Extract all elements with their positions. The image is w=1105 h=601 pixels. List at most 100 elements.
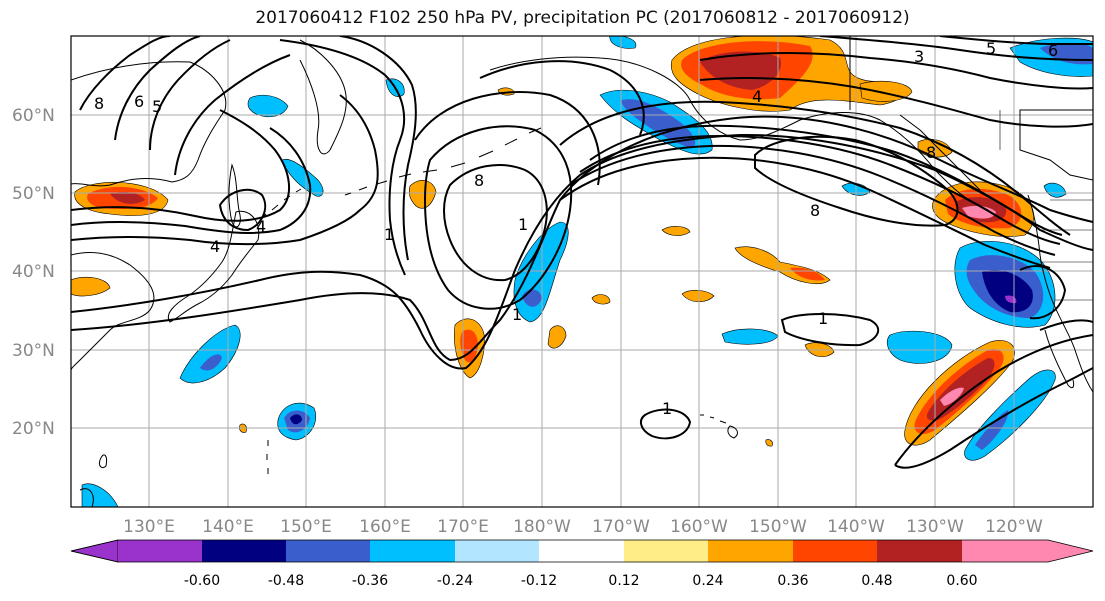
- pv-contour: [699, 52, 1093, 90]
- colorbar-label: -0.60: [184, 573, 220, 589]
- contour-label: 5: [152, 97, 162, 116]
- lat-label: 60°N: [12, 106, 55, 126]
- lon-label: 170°E: [437, 517, 489, 537]
- precip-negative-area: [247, 94, 289, 118]
- contour-label: 1: [662, 399, 672, 418]
- pv-contour: [339, 36, 417, 261]
- pv-contour: [1019, 265, 1067, 320]
- contour-label: 4: [256, 217, 266, 236]
- precip-positive-area: [71, 276, 111, 297]
- precip-negative-area: [179, 324, 241, 384]
- precip-positive-area: [460, 329, 478, 363]
- colorbar-segment: [624, 540, 708, 562]
- contour-label: 5: [986, 39, 996, 58]
- pv-contour: [699, 77, 1093, 128]
- contour-label: 1: [384, 225, 394, 244]
- colorbar-segment: [877, 540, 962, 562]
- contour-label: 4: [752, 87, 762, 106]
- colorbar-min-arrow: [70, 539, 119, 563]
- precip-positive-area: [547, 325, 567, 349]
- lon-label: 130°E: [123, 517, 175, 537]
- coastline-taiwan: [99, 454, 107, 469]
- lon-label: 140°W: [827, 517, 885, 537]
- precip-positive-area: [962, 205, 996, 219]
- precip-positive-area: [765, 439, 773, 447]
- coastline-aleutian-islands: [344, 127, 542, 196]
- contour-label: 8: [474, 171, 484, 190]
- coastline-marianas: [266, 440, 269, 474]
- pv-contour: [71, 127, 312, 234]
- pv-contour: [780, 313, 880, 347]
- colorbar-segment: [286, 540, 370, 562]
- lon-label: 120°W: [985, 517, 1043, 537]
- lat-label: 30°N: [12, 341, 55, 361]
- pv-contour: [939, 36, 1093, 45]
- pv-contour: [174, 54, 291, 176]
- precip-positive-area: [110, 192, 145, 204]
- lat-label: 40°N: [12, 262, 55, 282]
- pv-contour: [559, 156, 1051, 269]
- precip-negative-area: [609, 36, 637, 49]
- colorbar-segment: [202, 540, 286, 562]
- colorbar-segment: [455, 540, 539, 562]
- coastline-philippines: [79, 488, 94, 507]
- colorbar: -0.60 -0.48 -0.36 -0.24 -0.12 0.12 0.24 …: [70, 539, 1094, 589]
- pv-contour: [569, 144, 1056, 256]
- coastline-baja-california: [1044, 329, 1075, 389]
- colorbar-label: 0.12: [608, 573, 639, 589]
- pv-contour: [423, 125, 573, 310]
- borders: [999, 110, 1093, 301]
- pv-contour: [114, 36, 201, 141]
- colorbar-max-arrow: [962, 540, 1093, 562]
- pv-contour: [71, 115, 1093, 362]
- coastline-asia: [71, 61, 227, 187]
- precip-negative-area: [887, 330, 953, 364]
- pv-contour: [71, 133, 1093, 370]
- colorbar-segment: [708, 540, 793, 562]
- contour-label: 6: [134, 92, 144, 111]
- precip-positive-area: [661, 226, 691, 236]
- contour-label: 8: [94, 94, 104, 113]
- pv-contour: [639, 408, 692, 440]
- precip-negative-area: [200, 354, 222, 371]
- contour-label: 1: [518, 215, 528, 234]
- colorbar-label: -0.12: [521, 573, 557, 589]
- colorbar-outline: [70, 539, 1094, 563]
- pv-contour: [443, 164, 548, 282]
- precip-positive-area: [681, 290, 715, 303]
- pv-contour: [414, 91, 601, 186]
- contour-label: 8: [810, 201, 820, 220]
- colorbar-labels: -0.60 -0.48 -0.36 -0.24 -0.12 0.12 0.24 …: [184, 573, 978, 589]
- pv-contour: [559, 100, 1071, 236]
- pv-contour: [754, 135, 959, 227]
- lon-label: 180°W: [513, 517, 571, 537]
- contour-label: 3: [914, 47, 924, 66]
- precip-negative-area: [290, 414, 302, 425]
- lat-label: 20°N: [12, 419, 55, 439]
- pv-contour: [279, 39, 406, 276]
- colorbar-segment: [539, 540, 624, 562]
- pv-contour: [149, 39, 231, 151]
- lon-label: 150°E: [280, 517, 332, 537]
- map-title: 2017060412 F102 250 hPa PV, precipitatio…: [255, 8, 910, 28]
- pv-contour: [819, 36, 1093, 61]
- precip-negative-area: [81, 483, 119, 507]
- precip-negative-area: [1043, 182, 1067, 198]
- contour-label: 1: [818, 309, 828, 328]
- coastline-kamchatka: [299, 39, 347, 155]
- precip-positive-area: [591, 294, 611, 305]
- colorbar-label: 0.60: [946, 573, 977, 589]
- colorbar-segment: [370, 540, 455, 562]
- contour-label: 4: [210, 237, 220, 256]
- pv-contour: [79, 36, 171, 111]
- lon-label: 130°W: [906, 517, 964, 537]
- colorbar-label: 0.36: [777, 573, 808, 589]
- colorbar-label: 0.48: [861, 573, 892, 589]
- coastline-canada: [849, 36, 1093, 191]
- colorbar-label: -0.24: [437, 573, 473, 589]
- pv-contour: [479, 60, 645, 136]
- contour-labels: 8 6 5 4 4 8 1 1 1 1 8 3 5 6 8 4 1: [94, 39, 1058, 418]
- precip-negative-area: [982, 270, 1033, 313]
- lon-label: 150°W: [749, 517, 807, 537]
